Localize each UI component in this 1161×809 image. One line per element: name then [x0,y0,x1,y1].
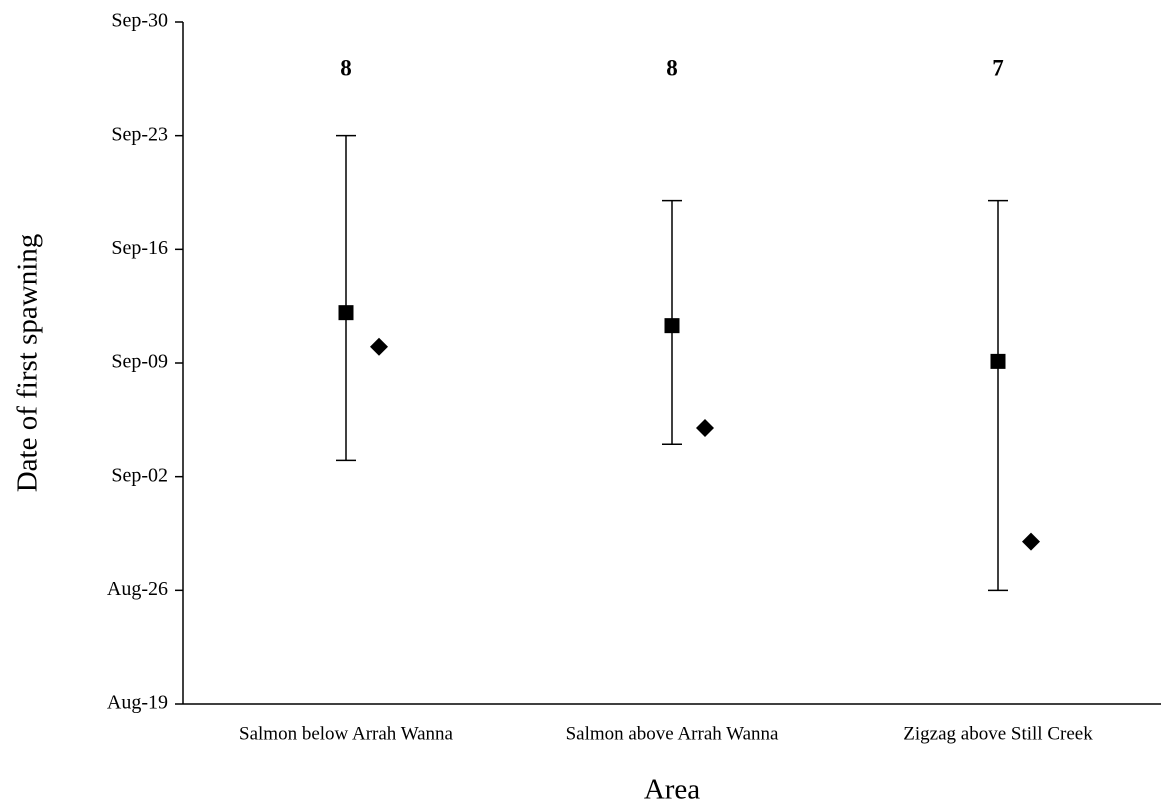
point-square [990,353,1006,369]
point-diamond [1022,532,1040,551]
y-tick-label: Sep-16 [111,237,168,259]
point-diamond [370,337,388,356]
y-tick-label: Aug-26 [107,578,168,600]
point-diamond [696,418,714,437]
point-square [664,318,680,334]
x-axis-title: Area [644,774,700,806]
error-bar [336,134,356,462]
count-label: 7 [992,55,1004,80]
x-tick-label: Zigzag above Still Creek [903,723,1093,744]
y-tick-label: Sep-02 [111,464,168,486]
y-axis-title: Date of first spawning [12,234,44,493]
y-tick-label: Aug-19 [107,692,168,714]
y-tick-label: Sep-30 [111,10,168,32]
y-tick-label: Sep-23 [111,123,168,145]
error-bar [988,199,1008,592]
y-tick-label: Sep-09 [111,351,168,373]
x-tick-label: Salmon above Arrah Wanna [566,723,779,744]
point-square [338,305,354,321]
x-tick-label: Salmon below Arrah Wanna [239,723,454,744]
count-label: 8 [340,55,352,80]
count-label: 8 [666,55,678,80]
